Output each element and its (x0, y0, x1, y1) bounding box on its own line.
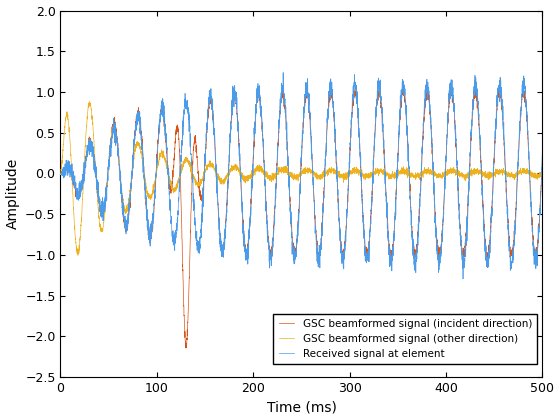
GSC beamformed signal (other direction) (501, 170, 507, 175)
GSC beamformed signal (incident direction) (524, 129, 531, 134)
Received signal at element (57, 171, 64, 176)
GSC beamformed signal (other direction) (286, 171, 293, 176)
Line: Received signal at element: Received signal at element (60, 73, 542, 279)
Received signal at element (501, 120, 507, 125)
Received signal at element (263, 218, 270, 223)
Y-axis label: Amplitude: Amplitude (6, 158, 20, 229)
GSC beamformed signal (incident direction) (500, 135, 507, 140)
Received signal at element (286, 189, 293, 194)
GSC beamformed signal (other direction) (86, 100, 93, 105)
GSC beamformed signal (incident direction) (264, 212, 270, 217)
GSC beamformed signal (other direction) (264, 173, 270, 178)
GSC beamformed signal (incident direction) (520, 84, 526, 89)
GSC beamformed signal (other direction) (260, 169, 267, 174)
GSC beamformed signal (other direction) (57, 171, 64, 176)
GSC beamformed signal (other direction) (524, 168, 531, 173)
GSC beamformed signal (incident direction) (183, 346, 189, 351)
GSC beamformed signal (incident direction) (407, 201, 414, 206)
Line: GSC beamformed signal (other direction): GSC beamformed signal (other direction) (60, 102, 542, 255)
X-axis label: Time (ms): Time (ms) (267, 400, 337, 415)
Line: GSC beamformed signal (incident direction): GSC beamformed signal (incident directio… (60, 87, 542, 348)
Received signal at element (280, 70, 287, 75)
GSC beamformed signal (incident direction) (539, 155, 545, 160)
GSC beamformed signal (other direction) (74, 253, 81, 258)
Received signal at element (539, 150, 545, 155)
Received signal at element (407, 203, 414, 208)
Received signal at element (524, 129, 531, 134)
GSC beamformed signal (incident direction) (260, 139, 267, 144)
Legend: GSC beamformed signal (incident direction), GSC beamformed signal (other directi: GSC beamformed signal (incident directio… (273, 314, 537, 365)
GSC beamformed signal (incident direction) (57, 171, 64, 176)
GSC beamformed signal (other direction) (539, 171, 545, 176)
GSC beamformed signal (incident direction) (286, 189, 293, 194)
Received signal at element (460, 276, 466, 281)
GSC beamformed signal (other direction) (407, 171, 414, 176)
Received signal at element (259, 139, 266, 144)
